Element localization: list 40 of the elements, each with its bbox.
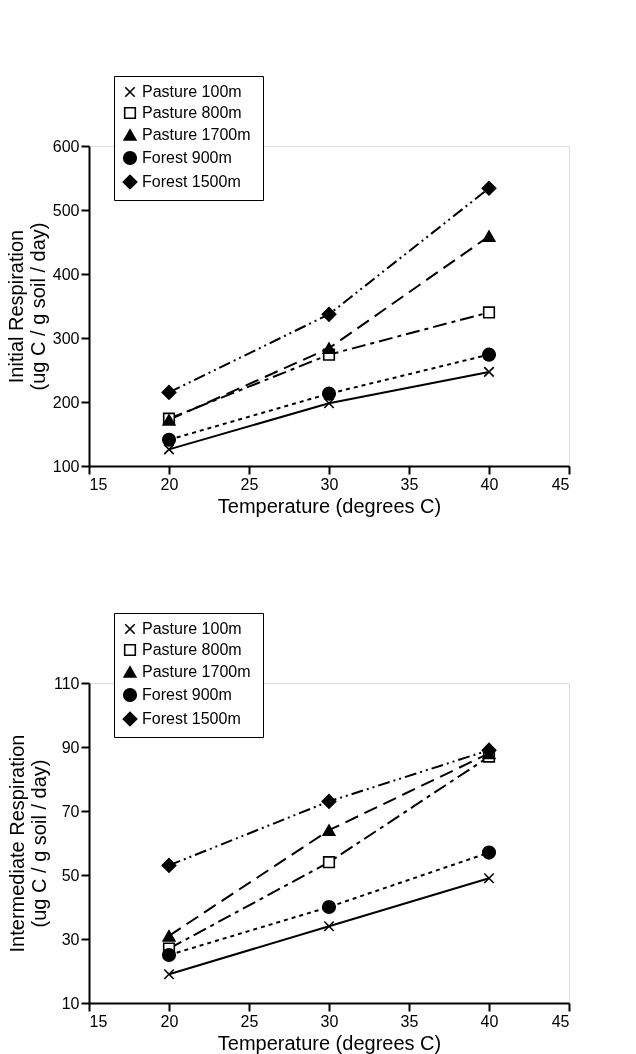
y-tick-label: 400	[52, 265, 80, 283]
y-tick-label: 110	[53, 674, 80, 692]
y-tick-label: 10	[61, 994, 80, 1012]
x-tick-label: 35	[400, 475, 419, 493]
legend-label: Pasture 100m	[142, 620, 242, 637]
x-tick-label: 30	[320, 475, 339, 493]
legend-label: Forest 1500m	[142, 710, 241, 727]
x-tick-label: 20	[160, 475, 179, 493]
y-axis-title: Intermediate Respiration (ug C / g soil / day)	[5, 734, 50, 953]
y-tick-label: 100	[52, 457, 80, 475]
x-tick-label: 20	[160, 1012, 179, 1030]
y-tick-label: 200	[52, 393, 80, 411]
legend-label: Pasture 100m	[142, 83, 242, 100]
legend-label: Pasture 1700m	[142, 126, 251, 143]
y-tick-label: 300	[52, 329, 80, 347]
x-axis-title: Temperature (degrees C)	[217, 1031, 442, 1054]
y-tick-label: 90	[61, 738, 80, 756]
y-tick-label: 30	[61, 930, 80, 948]
y-tick-label: 500	[52, 201, 80, 219]
x-tick-label: 25	[240, 475, 259, 493]
legend-label: Forest 1500m	[142, 173, 241, 190]
legend-label: Pasture 1700m	[142, 663, 251, 680]
x-tick-label: 25	[240, 1012, 259, 1030]
legend-label: Forest 900m	[142, 686, 232, 703]
x-tick-label: 35	[400, 1012, 419, 1030]
legend-label: Pasture 800m	[142, 641, 242, 658]
x-axis-title: Temperature (degrees C)	[217, 494, 442, 517]
y-axis-title: Initial Respiration (ug C / g soil / day)	[4, 222, 49, 391]
y-tick-label: 70	[61, 802, 80, 820]
x-tick-label: 40	[480, 475, 499, 493]
x-tick-label: 45	[551, 1012, 570, 1030]
x-tick-label: 45	[551, 475, 570, 493]
legend-label: Pasture 800m	[142, 104, 242, 121]
x-tick-label: 15	[89, 1012, 108, 1030]
y-tick-label: 600	[52, 137, 80, 155]
x-tick-label: 30	[320, 1012, 339, 1030]
x-tick-label: 40	[480, 1012, 499, 1030]
legend-label: Forest 900m	[142, 149, 232, 166]
x-tick-label: 15	[89, 475, 108, 493]
y-tick-label: 50	[61, 866, 80, 884]
